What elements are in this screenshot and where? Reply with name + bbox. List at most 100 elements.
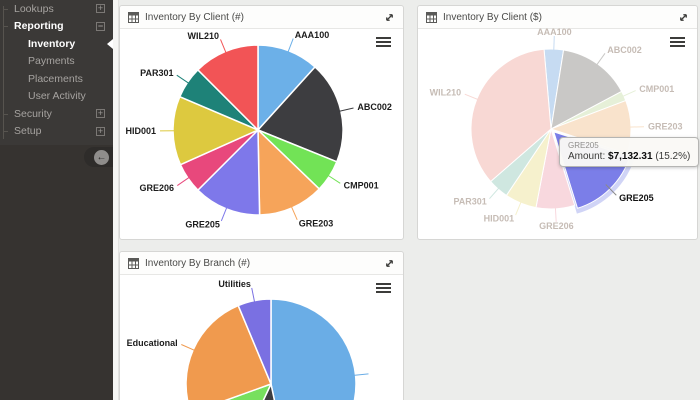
tooltip-amount-value: $7,132.31 <box>608 151 653 162</box>
sidebar-item-label: Setup <box>14 125 42 138</box>
slice-leader-line <box>251 287 256 303</box>
slice-label: AAA100 <box>537 27 572 37</box>
sidebar-item-inventory[interactable]: Inventory <box>0 35 113 53</box>
slice-label: GRE206 <box>539 221 574 231</box>
sidebar-item-reporting[interactable]: Reporting − <box>0 18 113 36</box>
chart-area: AAA100 ABC002 CMP001 GRE203 GRE205 GRE206 HID0… <box>418 27 700 239</box>
slice-label: GRE206 <box>139 183 174 193</box>
slice-leader-line <box>621 90 636 98</box>
sidebar-item-label: User Activity <box>28 90 86 103</box>
slice-label: HID001 <box>125 126 156 136</box>
expand-node-icon[interactable]: + <box>96 125 105 136</box>
sidebar-item-setup[interactable]: Setup + <box>0 123 113 141</box>
slice-leader-line <box>515 200 522 216</box>
sidebar-menu: Lookups + Reporting − Inventory Payments Place… <box>0 0 113 140</box>
slice-label: WIL210 <box>187 31 219 41</box>
slice-label: AAA100 <box>295 30 330 40</box>
slice-label: ABC002 <box>357 102 392 112</box>
sidebar-item-label: Inventory <box>28 37 76 50</box>
table-icon <box>128 11 139 23</box>
chart-menu-icon[interactable] <box>376 37 391 49</box>
sidebar-item-label: Reporting <box>14 20 64 33</box>
collapse-node-icon[interactable]: − <box>96 20 105 31</box>
sidebar-item-user-activity[interactable]: User Activity <box>0 88 113 106</box>
slice-leader-line <box>605 184 617 196</box>
sidebar-item-label: Security <box>14 107 52 120</box>
sidebar-item-label: Placements <box>28 72 83 85</box>
tooltip-percent: (15.2%) <box>655 151 691 162</box>
slice-label: PAR301 <box>140 68 173 78</box>
chart-menu-icon[interactable] <box>376 283 391 295</box>
chart-area: Educational Utilities <box>120 275 403 400</box>
sidebar-item-label: Lookups <box>14 2 54 15</box>
slice-leader-line <box>220 206 228 222</box>
active-item-pointer <box>107 39 113 49</box>
expand-node-icon[interactable]: + <box>96 3 105 14</box>
slice-label: HID001 <box>484 214 515 224</box>
slice-leader-line <box>464 93 479 101</box>
pie-chart-inventory-by-branch-count: Educational Utilities <box>127 279 369 400</box>
pie-slice[interactable] <box>270 298 357 400</box>
chart-area: AAA100 ABC002 CMP001 GRE203 GRE205 GRE206 HID0… <box>120 29 403 239</box>
sidebar-item-security[interactable]: Security + <box>0 105 113 123</box>
slice-leader-line <box>595 52 606 66</box>
slice-label: GRE203 <box>648 122 683 132</box>
sidebar-lower-area <box>0 145 113 400</box>
slice-leader-line <box>177 176 190 187</box>
table-icon <box>426 11 437 23</box>
panel-inventory-by-client-dollars: Inventory By Client ($) AAA100 ABC002 CMP0… <box>417 5 700 240</box>
panel-title: Inventory By Branch (#) <box>145 257 251 269</box>
slice-label: CMP001 <box>639 84 674 94</box>
slice-leader-line <box>327 174 341 184</box>
slice-label: GRE205 <box>619 193 654 203</box>
sidebar-gutter <box>113 0 119 400</box>
slice-label: CMP001 <box>344 181 379 191</box>
slice-label: GRE205 <box>185 220 220 230</box>
tree-line <box>3 6 4 139</box>
sidebar-item-placements[interactable]: Placements <box>0 70 113 88</box>
slice-label: GRE203 <box>299 219 334 229</box>
chart-menu-icon[interactable] <box>670 37 685 49</box>
table-icon <box>128 257 139 269</box>
slice-leader-line <box>553 36 555 52</box>
tooltip-amount-line: Amount: $7,132.31 (15.2%) <box>568 151 690 162</box>
slice-leader-line <box>338 107 354 112</box>
expand-node-icon[interactable]: + <box>96 108 105 119</box>
collapse-left-arrow-icon: ← <box>94 149 109 165</box>
expand-panel-icon[interactable] <box>678 12 689 23</box>
sidebar-item-lookups[interactable]: Lookups + <box>0 0 113 18</box>
sidebar-item-payments[interactable]: Payments <box>0 53 113 71</box>
panel-header: Inventory By Client ($) <box>418 6 697 29</box>
sidebar: Lookups + Reporting − Inventory Payments Place… <box>0 0 113 400</box>
slice-label: PAR301 <box>453 197 486 207</box>
slice-leader-line <box>353 373 369 376</box>
panel-header: Inventory By Client (#) <box>120 6 403 29</box>
sidebar-item-label: Payments <box>28 55 75 68</box>
panel-inventory-by-client-count: Inventory By Client (#) AAA100 ABC002 CMP0… <box>119 5 404 240</box>
panel-inventory-by-branch-count: Inventory By Branch (#) Educational Utili… <box>119 251 404 400</box>
slice-leader-line <box>290 205 298 221</box>
sidebar-collapse-button[interactable]: ← <box>84 147 113 167</box>
slice-label: ABC002 <box>607 45 642 55</box>
slice-leader-line <box>489 187 500 200</box>
pie-chart-inventory-by-client-dollars: AAA100 ABC002 CMP001 GRE203 GRE205 GRE206 HID0… <box>430 27 683 231</box>
panel-title: Inventory By Client ($) <box>443 11 542 23</box>
slice-leader-line <box>554 206 557 222</box>
slice-leader-line <box>220 39 227 54</box>
panel-title: Inventory By Client (#) <box>145 11 244 23</box>
slice-leader-line <box>181 344 196 352</box>
slice-label: WIL210 <box>430 88 462 98</box>
chart-tooltip: GRE205 Amount: $7,132.31 (15.2%) <box>559 137 700 167</box>
panel-header: Inventory By Branch (#) <box>120 252 403 275</box>
expand-panel-icon[interactable] <box>384 12 395 23</box>
slice-leader-line <box>176 74 190 84</box>
tooltip-amount-label: Amount: <box>568 151 606 162</box>
slice-label: Educational <box>127 338 178 348</box>
slice-label: Utilities <box>218 279 251 289</box>
expand-panel-icon[interactable] <box>384 258 395 269</box>
tooltip-slice-name: GRE205 <box>568 141 599 150</box>
pie-chart-inventory-by-client-count: AAA100 ABC002 CMP001 GRE203 GRE205 GRE206 HID0… <box>125 30 392 230</box>
slice-leader-line <box>287 38 294 53</box>
pie-slice[interactable] <box>235 383 289 400</box>
